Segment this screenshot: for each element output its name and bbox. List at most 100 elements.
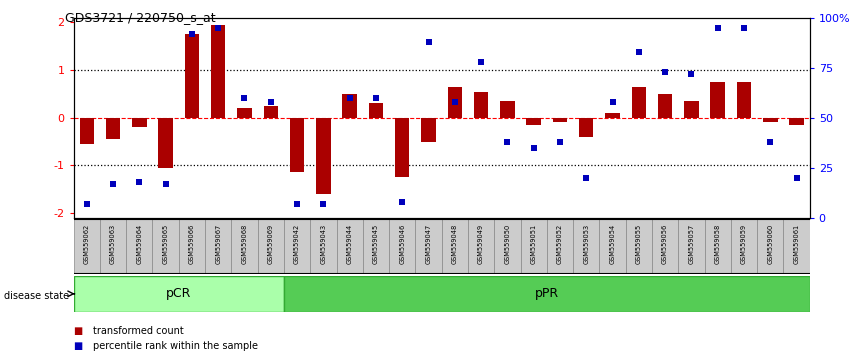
- Point: [395, 199, 409, 205]
- Bar: [205, 219, 231, 274]
- Text: GSM559069: GSM559069: [268, 224, 274, 264]
- Bar: [316, 118, 331, 194]
- Text: GSM559068: GSM559068: [242, 224, 248, 264]
- Bar: [363, 219, 389, 274]
- Bar: [211, 25, 225, 118]
- Text: GSM559057: GSM559057: [688, 224, 695, 264]
- Text: GSM559064: GSM559064: [136, 224, 142, 264]
- Bar: [573, 219, 599, 274]
- Point: [737, 25, 751, 30]
- Bar: [763, 118, 778, 122]
- Text: GSM559052: GSM559052: [557, 224, 563, 264]
- Bar: [258, 219, 284, 274]
- Text: pPR: pPR: [534, 287, 559, 300]
- Text: GSM559060: GSM559060: [767, 224, 773, 264]
- Bar: [237, 108, 252, 118]
- Bar: [442, 219, 468, 274]
- Bar: [342, 94, 357, 118]
- Bar: [389, 219, 416, 274]
- Point: [211, 25, 225, 30]
- Text: disease state: disease state: [4, 291, 69, 301]
- Bar: [527, 118, 541, 125]
- Bar: [605, 113, 620, 118]
- Point: [553, 139, 567, 144]
- Point: [107, 181, 120, 187]
- Text: GSM559045: GSM559045: [373, 224, 379, 264]
- Point: [658, 69, 672, 75]
- Bar: [631, 87, 646, 118]
- Text: GSM559053: GSM559053: [584, 224, 589, 264]
- Point: [605, 99, 619, 104]
- Bar: [684, 101, 699, 118]
- Text: GSM559042: GSM559042: [294, 224, 300, 264]
- Point: [316, 201, 330, 206]
- Text: GSM559049: GSM559049: [478, 224, 484, 264]
- Bar: [310, 219, 337, 274]
- Bar: [710, 82, 725, 118]
- Bar: [100, 219, 126, 274]
- Text: GSM559048: GSM559048: [452, 224, 458, 264]
- Bar: [737, 82, 751, 118]
- Text: pCR: pCR: [166, 287, 191, 300]
- Point: [185, 31, 199, 36]
- Point: [501, 139, 514, 144]
- Point: [343, 95, 357, 101]
- Text: GSM559043: GSM559043: [320, 224, 326, 264]
- Bar: [599, 219, 625, 274]
- Point: [527, 145, 540, 150]
- Bar: [625, 219, 652, 274]
- Bar: [184, 34, 199, 118]
- Point: [369, 95, 383, 101]
- Bar: [395, 118, 410, 177]
- Bar: [678, 219, 705, 274]
- Bar: [757, 219, 784, 274]
- Point: [632, 49, 646, 55]
- Bar: [652, 219, 678, 274]
- Bar: [231, 219, 258, 274]
- Text: GDS3721 / 220750_s_at: GDS3721 / 220750_s_at: [65, 11, 216, 24]
- Bar: [74, 219, 100, 274]
- Text: GSM559058: GSM559058: [714, 224, 721, 264]
- Text: GSM559056: GSM559056: [662, 224, 668, 264]
- Bar: [152, 219, 178, 274]
- Text: GSM559061: GSM559061: [793, 224, 799, 264]
- Point: [475, 59, 488, 64]
- Bar: [731, 219, 757, 274]
- Bar: [263, 106, 278, 118]
- Bar: [705, 219, 731, 274]
- Bar: [789, 118, 804, 125]
- Bar: [494, 219, 520, 274]
- Bar: [546, 219, 573, 274]
- Text: percentile rank within the sample: percentile rank within the sample: [93, 341, 258, 351]
- Text: GSM559055: GSM559055: [636, 224, 642, 264]
- Point: [684, 71, 698, 76]
- Text: ■: ■: [74, 326, 83, 336]
- Text: GSM559051: GSM559051: [531, 224, 537, 264]
- Bar: [284, 276, 810, 312]
- Text: ■: ■: [74, 341, 83, 351]
- Point: [763, 139, 777, 144]
- Bar: [448, 87, 462, 118]
- Bar: [520, 219, 546, 274]
- Text: GSM559046: GSM559046: [399, 224, 405, 264]
- Point: [237, 95, 251, 101]
- Bar: [178, 219, 205, 274]
- Bar: [284, 219, 310, 274]
- Bar: [290, 118, 304, 172]
- Point: [264, 99, 278, 104]
- Point: [579, 175, 593, 181]
- Text: GSM559065: GSM559065: [163, 224, 169, 264]
- Bar: [553, 118, 567, 122]
- Point: [80, 201, 94, 206]
- Bar: [658, 94, 672, 118]
- Bar: [106, 118, 120, 139]
- Text: GSM559044: GSM559044: [346, 224, 352, 264]
- Text: GSM559063: GSM559063: [110, 224, 116, 264]
- Bar: [337, 219, 363, 274]
- Text: GSM559050: GSM559050: [504, 224, 510, 264]
- Bar: [579, 118, 593, 137]
- Point: [790, 175, 804, 181]
- Bar: [126, 219, 152, 274]
- Text: GSM559062: GSM559062: [84, 224, 90, 264]
- Point: [158, 181, 172, 187]
